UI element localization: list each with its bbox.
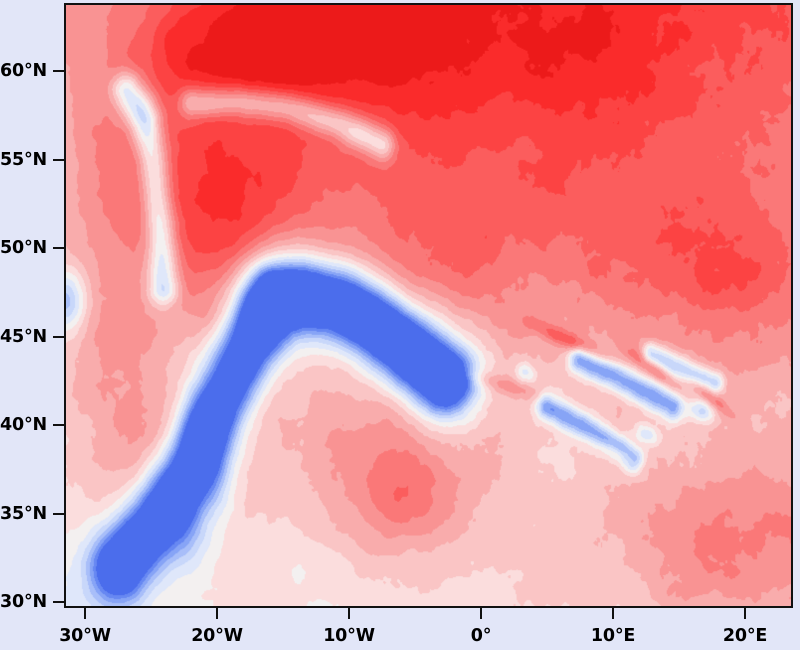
x-tick-mark — [84, 608, 86, 619]
y-tick-mark — [53, 70, 64, 72]
y-tick-mark — [53, 247, 64, 249]
filled-contour-field — [66, 5, 791, 606]
y-tick-label: 35°N — [0, 504, 47, 524]
y-tick-label: 50°N — [0, 238, 47, 258]
y-tick-label: 60°N — [0, 61, 47, 81]
x-tick-mark — [612, 608, 614, 619]
x-tick-label: 20°W — [191, 626, 243, 646]
y-tick-mark — [53, 513, 64, 515]
y-tick-mark — [53, 336, 64, 338]
y-tick-mark — [53, 159, 64, 161]
x-tick-mark — [348, 608, 350, 619]
x-tick-mark — [480, 608, 482, 619]
x-tick-label: 10°E — [590, 626, 636, 646]
y-tick-mark — [53, 424, 64, 426]
y-tick-label: 30°N — [0, 592, 47, 612]
y-tick-label: 40°N — [0, 415, 47, 435]
x-tick-label: 20°E — [722, 626, 768, 646]
map-plot-area[interactable] — [64, 3, 793, 608]
y-tick-label: 45°N — [0, 327, 47, 347]
x-tick-label: 30°W — [59, 626, 111, 646]
x-tick-label: 0° — [470, 626, 492, 646]
x-tick-label: 10°W — [323, 626, 375, 646]
x-tick-mark — [744, 608, 746, 619]
y-tick-label: 55°N — [0, 150, 47, 170]
x-tick-mark — [216, 608, 218, 619]
y-tick-mark — [53, 601, 64, 603]
